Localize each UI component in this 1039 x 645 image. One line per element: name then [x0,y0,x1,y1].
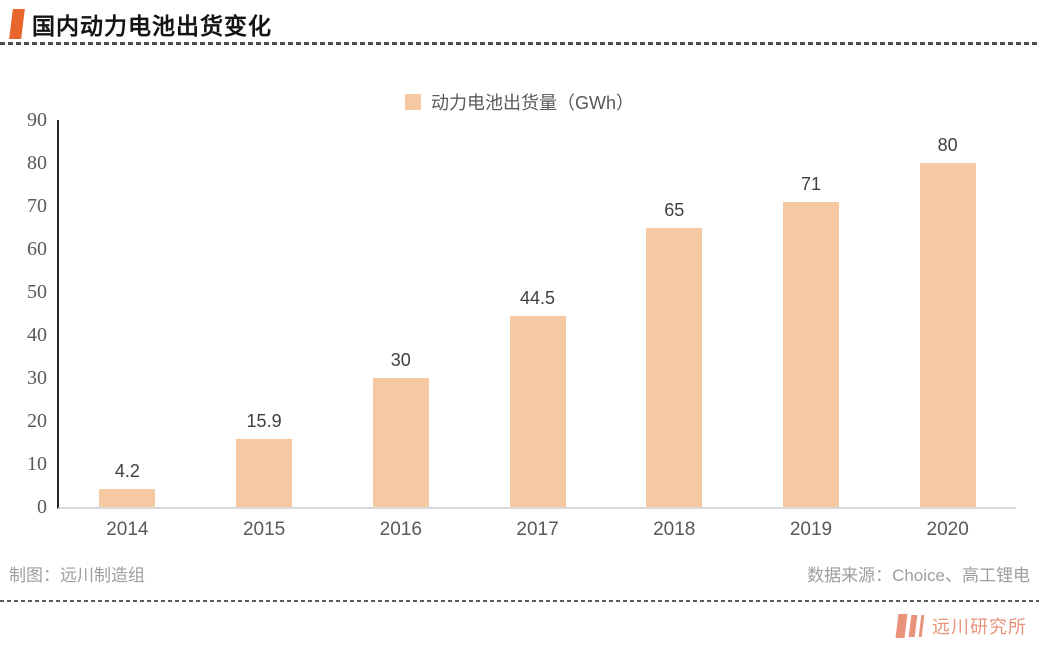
bar-value-label: 44.5 [519,287,556,308]
bar-group: 80 2020 [879,120,1016,540]
page-title: 国内动力电池出货变化 [32,13,272,39]
x-axis-tick-label: 2019 [789,519,833,540]
legend-label: 动力电池出货量（GWh） [430,93,634,113]
bar-group: 71 2019 [743,120,880,540]
x-axis-tick-label: 2016 [379,519,422,540]
bar [99,488,156,507]
bar [782,201,839,507]
bar-value-label: 80 [937,135,958,155]
bar-slots: 4.2 2014 15.9 2015 30 2016 44.5 2017 65 2018 71 201… [59,120,1016,540]
y-axis-tick-label: 70 [27,195,47,217]
brand-bars-icon [895,614,925,638]
y-axis-tick-label: 10 [27,453,47,475]
y-axis-tick-label: 60 [27,238,47,260]
bar-value-label: 30 [390,350,411,370]
legend-swatch-icon [404,94,421,110]
y-axis-tick-label: 20 [27,410,47,432]
credit-data-source: 数据来源：Choice、高工锂电 [807,566,1030,585]
title-accent-bar-icon [9,9,25,39]
y-axis-tick-label: 30 [27,367,47,389]
bar [646,227,703,507]
bar-group: 65 2018 [606,120,743,540]
y-axis-tick-label: 90 [27,109,47,131]
top-dashed-divider [0,42,1039,45]
x-axis-tick-label: 2020 [926,519,969,540]
bar-group: 15.9 2015 [196,120,333,540]
bar-group: 44.5 2017 [469,120,606,540]
brand-name: 远川研究所 [932,617,1027,637]
bar [919,163,976,507]
bar [372,378,429,507]
x-axis-tick-label: 2017 [516,519,559,540]
bar-value-label: 65 [664,199,685,220]
bar-value-label: 4.2 [114,460,140,481]
bar-value-label: 71 [800,173,821,194]
plot-area: 4.2 2014 15.9 2015 30 2016 44.5 2017 65 2018 71 201… [27,109,1016,540]
credit-author: 制图：远川制造组 [9,566,145,585]
bar [236,438,293,507]
bar-group: 4.2 2014 [59,120,196,540]
bar [509,315,566,507]
y-axis-tick-label: 80 [27,152,47,174]
x-axis-tick-label: 2015 [242,519,286,540]
x-axis-tick-label: 2014 [106,519,149,540]
x-axis-tick-label: 2018 [653,519,696,540]
bar-group: 30 2016 [332,120,469,540]
bar-value-label: 15.9 [246,410,282,431]
brand-logo: 远川研究所 [895,613,1027,639]
bottom-dashed-divider [0,600,1039,602]
y-axis-tick-label: 50 [27,281,47,303]
chart-legend: 动力电池出货量（GWh） [0,89,1039,115]
y-axis-tick-label: 0 [37,496,47,518]
y-axis-tick-label: 40 [27,324,47,346]
